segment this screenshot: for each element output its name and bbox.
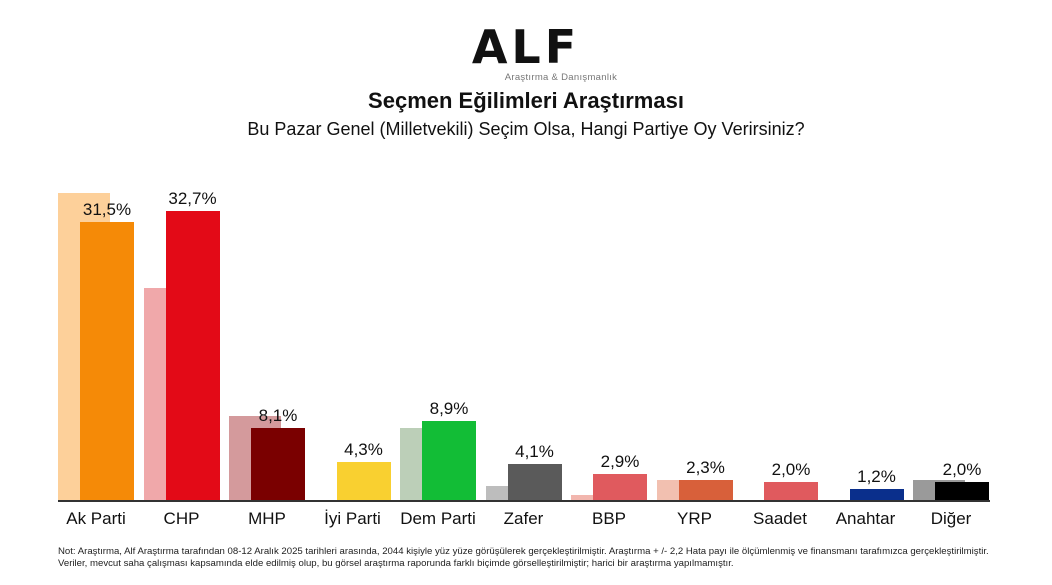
bar-current [593, 474, 647, 500]
category-label: YRP [677, 509, 712, 528]
bar-current [935, 482, 989, 500]
value-label: 1,2% [857, 467, 896, 487]
bar-current [849, 489, 904, 500]
value-label: 8,1% [258, 406, 298, 426]
bar-current [422, 421, 476, 500]
value-label: 32,7% [168, 189, 217, 208]
value-label: 2,0% [942, 460, 982, 480]
category-label: İyi Parti [324, 509, 381, 528]
bar-current [764, 482, 818, 500]
bar-current [165, 211, 220, 500]
category-label: Anahtar [835, 509, 896, 528]
value-label: 2,0% [771, 460, 811, 480]
bar-current [336, 461, 391, 500]
value-label: 2,3% [686, 457, 725, 477]
category-label: Ak Parti [66, 509, 126, 528]
category-label: Saadet [753, 509, 807, 528]
category-label: Zafer [503, 509, 544, 528]
category-label: Diğer [930, 509, 972, 528]
category-label: Dem Parti [400, 509, 476, 528]
logo-mark: ALF [471, 20, 581, 74]
footnote: Not: Araştırma, Alf Araştırma tarafından… [58, 546, 989, 569]
logo-subtitle: Araştırma & Danışmanlık [504, 72, 618, 83]
category-label: BBP [591, 509, 627, 528]
category-label: MHP [248, 509, 286, 528]
chart-title: Seçmen Eğilimleri Araştırması [368, 88, 684, 113]
bar-current [678, 479, 733, 500]
value-label: 4,1% [515, 441, 554, 461]
value-label: 8,9% [429, 399, 469, 419]
value-label: 4,3% [344, 439, 383, 459]
bar-current [80, 221, 134, 500]
alf-logo: ALF Araştırma & Danışmanlık [0, 24, 1052, 83]
bar-current [251, 428, 305, 500]
value-label: 2,9% [600, 452, 640, 472]
category-label: CHP [163, 509, 200, 528]
bar-current [507, 463, 562, 500]
x-axis-line [58, 500, 990, 502]
chart-subtitle: Bu Pazar Genel (Milletvekili) Seçim Olsa… [247, 119, 805, 139]
value-label: 31,5% [82, 199, 132, 219]
